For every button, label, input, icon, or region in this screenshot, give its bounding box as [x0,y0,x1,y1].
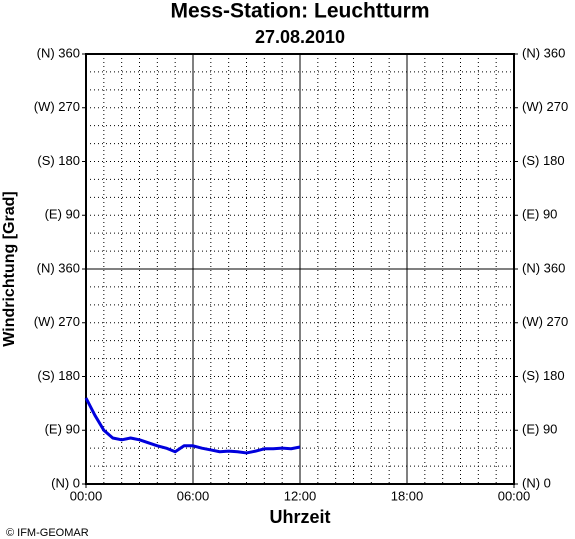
y2-tick-label: (N) 360 [522,45,565,60]
y-tick-label: (W) 270 [34,99,80,114]
y2-tick-label: (W) 270 [522,99,568,114]
y-tick-label: (S) 180 [37,153,80,168]
y2-tick-label: (S) 180 [522,153,565,168]
y-tick-label: (N) 360 [37,45,80,60]
x-tick-label: 00:00 [70,488,103,503]
chart-subtitle: 27.08.2010 [255,27,345,47]
y-tick-label: (E) 90 [45,422,80,437]
y2-tick-label: (S) 180 [522,368,565,383]
chart-title: Mess-Station: Leuchtturm [170,0,429,23]
footer: © IFM-GEOMAR [6,527,89,539]
y-tick-label: (E) 90 [45,207,80,222]
y-tick-label: (W) 270 [34,314,80,329]
y2-tick-label: (E) 90 [522,207,557,222]
x-tick-label: 18:00 [391,488,424,503]
y2-tick-label: (N) 360 [522,260,565,275]
y2-tick-label: (W) 270 [522,314,568,329]
y-tick-label: (S) 180 [37,368,80,383]
y2-tick-label: (E) 90 [522,422,557,437]
y2-tick-label: (N) 0 [522,475,551,490]
x-tick-label: 00:00 [498,488,531,503]
data-line [84,397,301,455]
y-tick-label: (N) 0 [51,475,80,490]
y-axis-label: Windrichtung [Grad] [1,191,18,346]
plot-frame [85,53,515,485]
x-tick-label: 12:00 [284,488,317,503]
x-axis-label: Uhrzeit [269,507,330,527]
y-tick-label: (N) 360 [37,260,80,275]
x-tick-label: 06:00 [177,488,210,503]
